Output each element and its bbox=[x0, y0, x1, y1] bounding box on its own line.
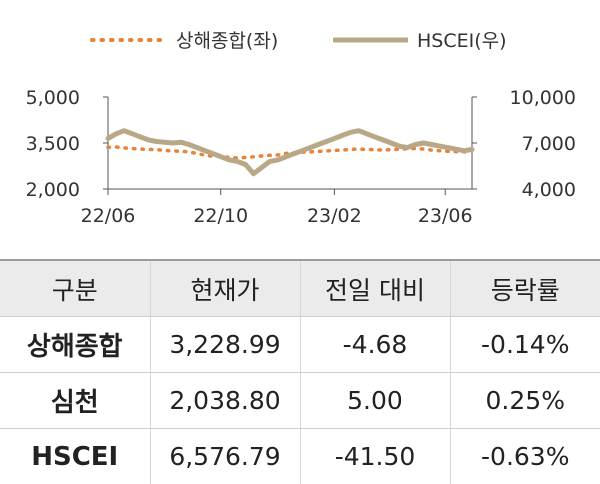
y-left-tick-label: 2,000 bbox=[26, 179, 80, 201]
table-row: 심천 2,038.80 5.00 0.25% bbox=[0, 373, 600, 429]
row-rate: -0.63% bbox=[450, 429, 600, 484]
header-category: 구분 bbox=[0, 260, 150, 317]
y-left-tick-label: 3,500 bbox=[26, 133, 80, 155]
market-table: 구분 현재가 전일 대비 등락률 상해종합 3,228.99 -4.68 -0.… bbox=[0, 259, 600, 484]
legend-label-hscei: HSCEI(우) bbox=[417, 30, 507, 52]
row-change: -41.50 bbox=[300, 429, 450, 484]
row-change: 5.00 bbox=[300, 373, 450, 429]
x-tick-label: 22/06 bbox=[81, 205, 136, 227]
header-change: 전일 대비 bbox=[300, 260, 450, 317]
y-right-tick-label: 4,000 bbox=[522, 179, 576, 201]
row-change: -4.68 bbox=[300, 317, 450, 373]
header-price: 현재가 bbox=[150, 260, 300, 317]
y-right-tick-label: 10,000 bbox=[510, 87, 576, 109]
x-tick-label: 23/06 bbox=[418, 205, 473, 227]
row-price: 6,576.79 bbox=[150, 429, 300, 484]
row-price: 3,228.99 bbox=[150, 317, 300, 373]
y-right-tick-label: 7,000 bbox=[522, 133, 576, 155]
series-line-hscei bbox=[108, 131, 472, 174]
table-row: 상해종합 3,228.99 -4.68 -0.14% bbox=[0, 317, 600, 373]
row-name: 상해종합 bbox=[0, 317, 150, 373]
header-rate: 등락률 bbox=[450, 260, 600, 317]
chart-svg: 2,000 3,500 5,000 4,000 7,000 10,000 22/06 22/1… bbox=[0, 0, 600, 250]
y-left-tick-label: 5,000 bbox=[26, 87, 80, 109]
x-tick-label: 22/10 bbox=[193, 205, 248, 227]
table-row: HSCEI 6,576.79 -41.50 -0.63% bbox=[0, 429, 600, 484]
row-name: HSCEI bbox=[0, 429, 150, 484]
x-tick-label: 23/02 bbox=[307, 205, 362, 227]
row-rate: -0.14% bbox=[450, 317, 600, 373]
row-rate: 0.25% bbox=[450, 373, 600, 429]
row-price: 2,038.80 bbox=[150, 373, 300, 429]
table-header-row: 구분 현재가 전일 대비 등락률 bbox=[0, 260, 600, 317]
market-chart: 2,000 3,500 5,000 4,000 7,000 10,000 22/06 22/1… bbox=[0, 0, 600, 250]
row-name: 심천 bbox=[0, 373, 150, 429]
legend-label-shanghai: 상해종합(좌) bbox=[176, 30, 278, 52]
